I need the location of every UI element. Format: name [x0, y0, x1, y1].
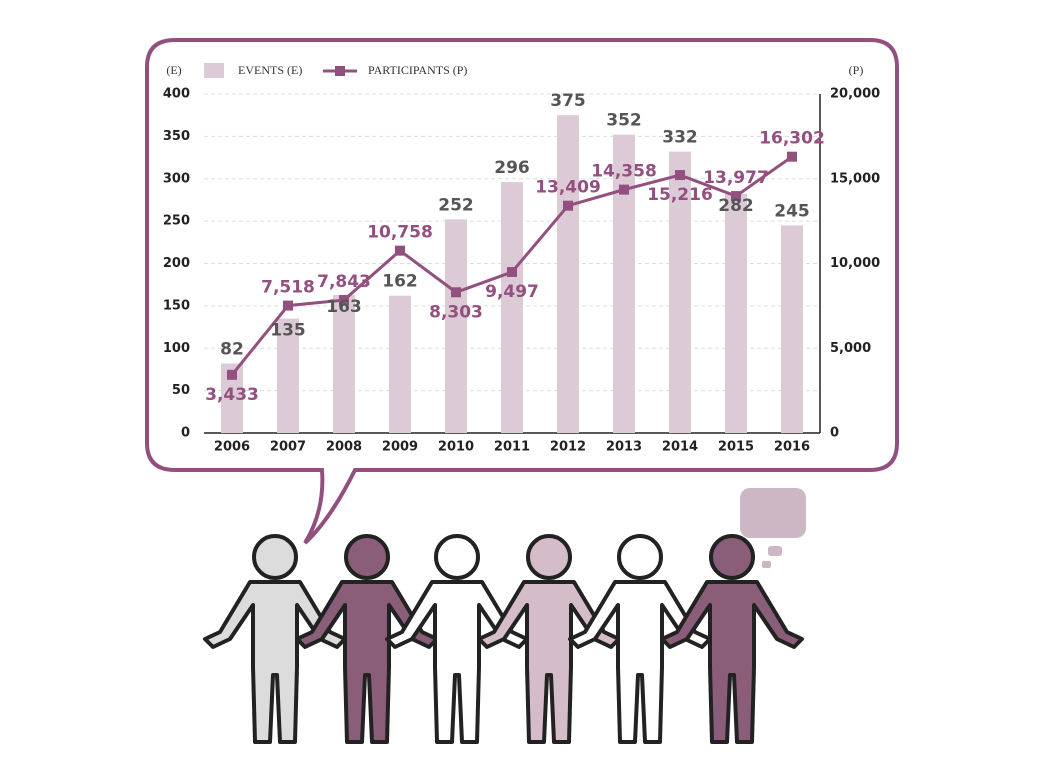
x-tick-label: 2011 [494, 440, 530, 455]
bar-value-label: 375 [550, 91, 586, 111]
y2-tick-label: 20,000 [830, 87, 880, 102]
legend-swatch [204, 63, 224, 78]
x-tick-label: 2015 [718, 440, 754, 455]
bar [445, 219, 467, 433]
bar [557, 115, 579, 433]
line-value-label: 7,843 [317, 272, 371, 292]
bar-value-label: 282 [718, 196, 754, 216]
people [203, 534, 804, 744]
line-value-label: 7,518 [261, 278, 315, 298]
y-tick-label: 150 [163, 298, 190, 313]
y-tick-label: 400 [163, 87, 190, 102]
bar [725, 194, 747, 433]
x-tick-label: 2006 [214, 440, 250, 455]
x-tick-label: 2016 [774, 440, 810, 455]
marker [339, 295, 349, 306]
bar-value-label: 332 [662, 128, 698, 148]
marker [619, 184, 629, 195]
thought-bubble [740, 488, 806, 568]
bar [277, 318, 299, 433]
line-value-label: 14,358 [591, 162, 657, 182]
line-value-label: 13,977 [703, 168, 769, 188]
line-value-label: 16,302 [759, 129, 825, 149]
marker [731, 191, 741, 202]
x-tick-label: 2012 [550, 440, 586, 455]
y2-tick-label: 0 [830, 426, 839, 441]
x-tick-label: 2010 [438, 440, 474, 455]
marker [395, 245, 405, 256]
bar-value-label: 82 [220, 340, 244, 360]
y2-tick-label: 10,000 [830, 256, 880, 271]
bar-value-label: 163 [326, 297, 362, 317]
bar-value-label: 296 [494, 158, 530, 178]
y-tick-label: 250 [163, 214, 190, 229]
x-tick-label: 2008 [326, 440, 362, 455]
marker [675, 170, 685, 181]
y2-axis-label: (P) [849, 63, 864, 77]
y-tick-label: 50 [172, 383, 190, 398]
legend-swatch [335, 66, 345, 76]
y-tick-label: 350 [163, 129, 190, 144]
line-value-label: 13,409 [535, 178, 601, 198]
line-value-label: 15,216 [647, 185, 713, 205]
y-tick-label: 300 [163, 171, 190, 186]
marker [507, 267, 517, 278]
marker [563, 200, 573, 211]
y-tick-label: 200 [163, 256, 190, 271]
line-value-label: 3,433 [205, 385, 259, 405]
line-value-label: 9,497 [485, 282, 539, 302]
line-value-label: 8,303 [429, 302, 483, 322]
bar-value-label: 252 [438, 195, 474, 215]
bar [501, 182, 523, 433]
x-tick-label: 2014 [662, 440, 698, 455]
legend-label: EVENTS (E) [238, 63, 302, 77]
x-tick-label: 2009 [382, 440, 418, 455]
x-tick-label: 2007 [270, 440, 306, 455]
bar [669, 151, 691, 433]
bar-value-label: 245 [774, 201, 810, 221]
marker [283, 300, 293, 311]
marker [787, 151, 797, 162]
y-axis-label: (E) [166, 63, 181, 77]
marker [227, 369, 237, 380]
bar [781, 225, 803, 433]
y-tick-label: 100 [163, 341, 190, 356]
y2-tick-label: 15,000 [830, 171, 880, 186]
marker [451, 287, 461, 298]
bar-value-label: 352 [606, 111, 642, 131]
bar-value-label: 162 [382, 272, 418, 292]
x-tick-label: 2013 [606, 440, 642, 455]
y2-tick-label: 5,000 [830, 341, 871, 356]
bar [389, 295, 411, 433]
y-tick-label: 0 [181, 426, 190, 441]
legend-label: PARTICIPANTS (P) [368, 63, 467, 77]
bar [221, 363, 243, 433]
line-value-label: 10,758 [367, 223, 433, 243]
bar-value-label: 135 [270, 321, 306, 341]
bar [613, 134, 635, 433]
bar [333, 294, 355, 433]
